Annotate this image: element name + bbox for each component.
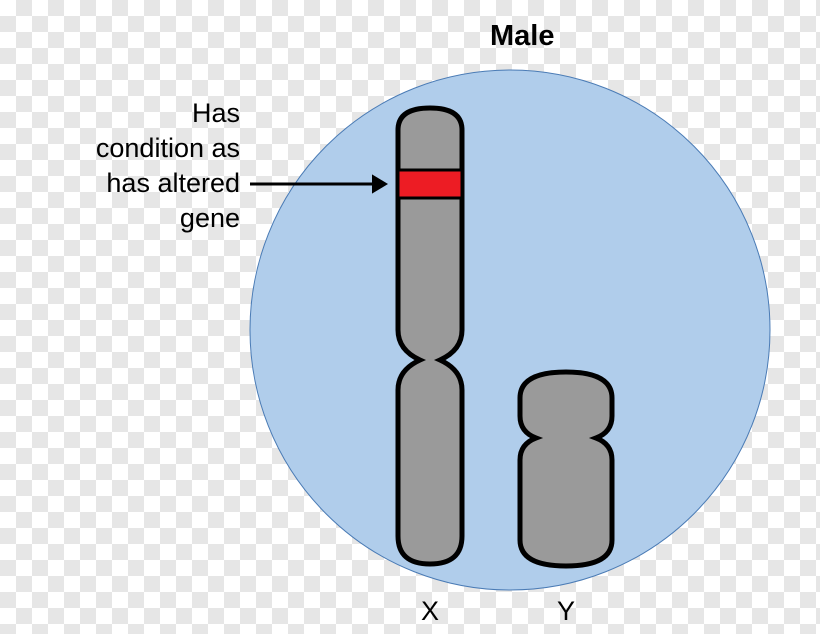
chromosome-y [520,372,612,566]
annotation-line-1: Has [10,96,240,131]
annotation-text: Has condition as has altered gene [10,96,240,236]
x-chromosome-label: X [410,596,450,627]
annotation-line-3: has altered [10,166,240,201]
y-chromosome-label: Y [546,596,586,627]
altered-gene-band [398,170,462,198]
annotation-line-2: condition as [10,131,240,166]
diagram-title: Male [490,20,554,53]
diagram-stage: Male Has condition as has altered gene X… [0,0,820,634]
cell-circle [250,70,770,590]
annotation-line-4: gene [10,201,240,236]
